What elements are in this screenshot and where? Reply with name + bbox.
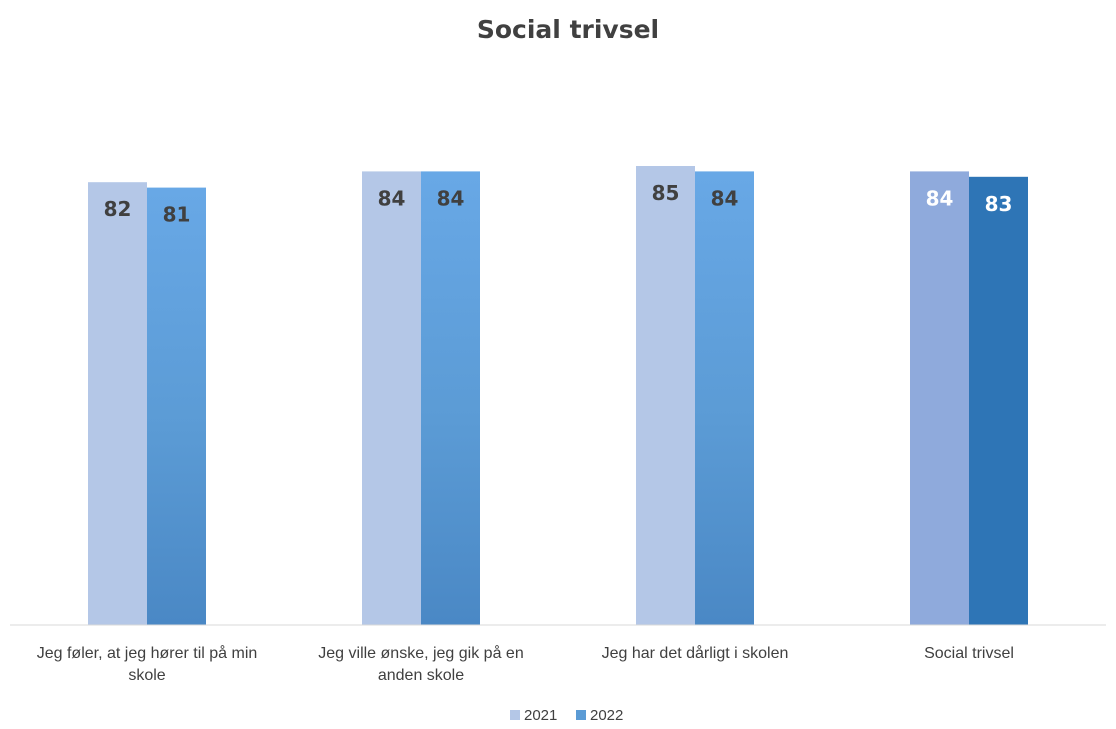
bar-2021-cat-3 (910, 171, 969, 625)
bar-2022-cat-2 (695, 171, 754, 625)
legend-swatch-2022 (576, 710, 586, 720)
category-label: Jeg har det dårligt i skolen (602, 644, 789, 662)
data-label-2022-cat-2: 84 (711, 186, 739, 210)
bar-2021-cat-1 (362, 171, 421, 625)
bar-2022-cat-0 (147, 187, 206, 625)
data-label-2022-cat-1: 84 (437, 186, 465, 210)
bar-2021-cat-2 (636, 166, 695, 625)
legend-label-2021: 2021 (524, 707, 557, 724)
legend: 2021 2022 (510, 707, 623, 724)
bar-2021-cat-0 (88, 182, 147, 625)
category-labels-layer: Jeg føler, at jeg hører til på min skole J… (37, 644, 1014, 684)
bars-layer (88, 166, 1028, 626)
data-label-2021-cat-3: 84 (926, 186, 954, 210)
category-label: Jeg føler, at jeg hører til på min skole (37, 644, 258, 684)
category-label: Jeg ville ønske, jeg gik på en anden skol… (318, 644, 523, 684)
data-label-2021-cat-0: 82 (104, 197, 132, 221)
bar-2022-cat-3 (969, 176, 1028, 626)
data-label-2021-cat-1: 84 (378, 186, 406, 210)
data-label-2022-cat-0: 81 (163, 203, 191, 227)
data-label-2022-cat-3: 83 (985, 192, 1013, 216)
category-label: Social trivsel (924, 645, 1014, 662)
bar-2022-cat-1 (421, 171, 480, 625)
data-label-2021-cat-2: 85 (652, 181, 680, 205)
legend-label-2022: 2022 (590, 707, 623, 724)
legend-swatch-2021 (510, 710, 520, 720)
data-labels-layer: 82 81 84 84 85 84 84 83 (104, 181, 1013, 227)
chart-title: Social trivsel (477, 15, 659, 44)
